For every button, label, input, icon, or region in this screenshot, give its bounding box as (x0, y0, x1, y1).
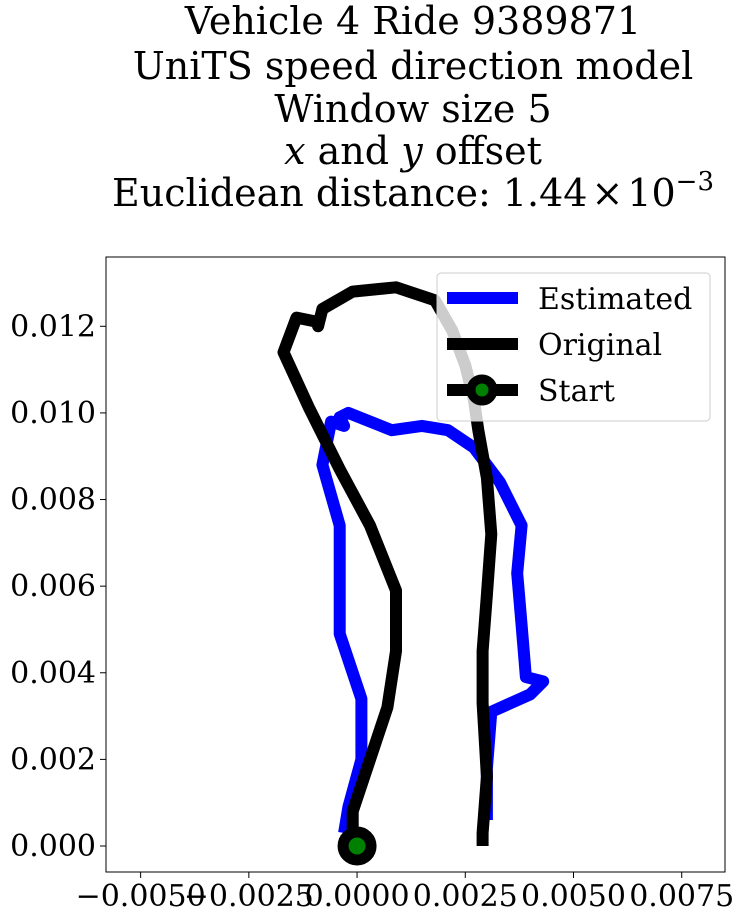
title-distance-mantissa: 1.44 (503, 171, 588, 215)
title-line-3: Window size 5 (274, 87, 551, 131)
title-line-4: x and y offset (284, 129, 542, 173)
legend-label-original: Original (538, 328, 662, 363)
x-tick-label: 0.0025 (413, 879, 518, 914)
x-tick-label: −0.0050 (76, 879, 206, 914)
title-var-x: x (284, 129, 305, 173)
series-layer (277, 281, 550, 866)
legend-marker-start (466, 374, 498, 406)
x-tick-label: 0.0000 (305, 879, 410, 914)
axes-frame (105, 256, 726, 873)
y-tick-label: 0.002 (10, 742, 96, 777)
series-line-estimated (316, 406, 550, 834)
y-tick-label: 0.006 (10, 569, 96, 604)
start-marker (337, 826, 377, 866)
title-exponent: −3 (676, 167, 714, 197)
title-line-1: Vehicle 4 Ride 9389871 (184, 0, 641, 43)
title-distance-prefix: Euclidean distance: (112, 171, 503, 215)
legend-label-start: Start (538, 374, 615, 409)
title-and: and (306, 129, 402, 173)
y-tick-label: 0.012 (10, 309, 96, 344)
legend-label-estimated: Estimated (538, 282, 692, 317)
title-line-5: Euclidean distance: 1.44 × 10−3 (112, 167, 714, 215)
title-offset: offset (423, 129, 542, 173)
y-tick-label: 0.004 (10, 656, 96, 691)
legend: Estimated Original Start (436, 272, 711, 422)
chart-title: Vehicle 4 Ride 9389871 UniTS speed direc… (112, 0, 714, 215)
title-times: × (591, 171, 623, 215)
title-base: 10 (627, 171, 675, 215)
y-tick-label: 0.000 (10, 829, 96, 864)
y-tick-label: 0.008 (10, 483, 96, 518)
x-tick-label: 0.0050 (521, 879, 626, 914)
title-var-y: y (399, 129, 423, 173)
title-line-2: UniTS speed direction model (133, 44, 693, 88)
x-tick-label: −0.0025 (184, 879, 314, 914)
series-line-original (277, 281, 498, 846)
y-tick-label: 0.010 (10, 396, 96, 431)
x-tick-label: 0.0075 (629, 879, 734, 914)
